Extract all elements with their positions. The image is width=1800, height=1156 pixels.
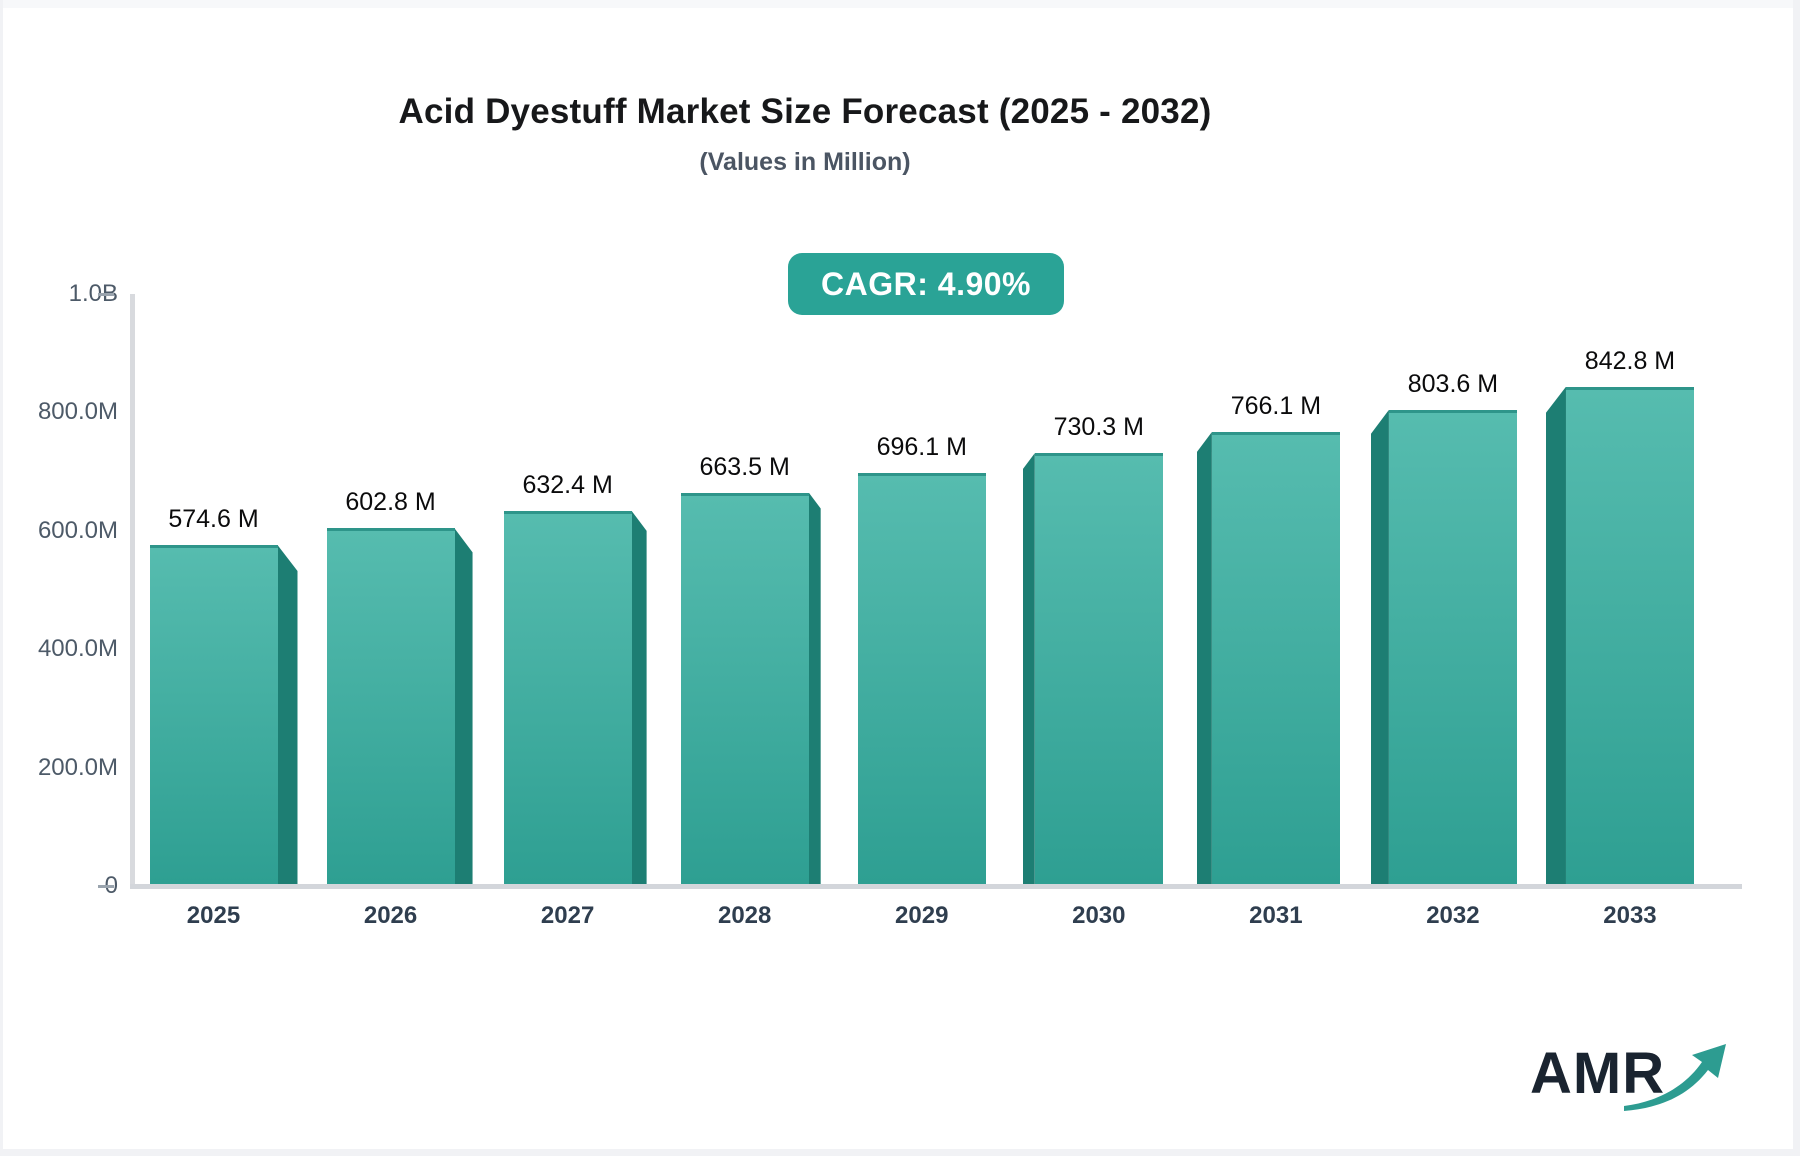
bar-2027 bbox=[503, 510, 632, 884]
bar-value-label: 663.5 M bbox=[699, 452, 790, 481]
growth-arrow-icon bbox=[1624, 1044, 1726, 1111]
amr-logo: AMR bbox=[1530, 1034, 1740, 1114]
page-border-bottom bbox=[0, 1149, 1800, 1156]
bar-value-label: 730.3 M bbox=[1053, 413, 1144, 442]
bar-side-face bbox=[808, 492, 821, 884]
bar-side-face bbox=[1370, 409, 1389, 884]
y-axis-line bbox=[130, 294, 135, 884]
bar-2031 bbox=[1211, 432, 1340, 884]
page-border-left bbox=[0, 0, 3, 1156]
bar-value-label: 696.1 M bbox=[876, 433, 967, 462]
bar-2026 bbox=[326, 528, 455, 884]
y-axis-tick-mark bbox=[98, 884, 114, 888]
x-axis-line bbox=[130, 884, 1742, 889]
bar-value-label: 842.8 M bbox=[1584, 346, 1676, 375]
bar-value-label: 803.6 M bbox=[1407, 369, 1499, 398]
x-axis-label-2030: 2030 bbox=[1072, 902, 1126, 929]
bar-side-face bbox=[631, 510, 647, 884]
bar-side-face bbox=[1545, 386, 1566, 884]
bar-side-face bbox=[1196, 432, 1212, 884]
x-axis-label-2033: 2033 bbox=[1603, 902, 1657, 929]
x-axis-label-2027: 2027 bbox=[540, 902, 595, 929]
bar-2032 bbox=[1388, 409, 1517, 884]
page-border-right bbox=[1793, 0, 1800, 1156]
chart-title: Acid Dyestuff Market Size Forecast (2025… bbox=[398, 92, 1212, 131]
y-axis-tick-label: 200.0M bbox=[37, 753, 118, 781]
bar-2033 bbox=[1565, 386, 1694, 884]
amr-logo-text: AMR bbox=[1530, 1041, 1666, 1106]
bar-side-face bbox=[277, 544, 298, 884]
x-axis-label-2032: 2032 bbox=[1426, 902, 1480, 929]
x-axis-label-2029: 2029 bbox=[895, 902, 949, 929]
y-axis-tick-label: 400.0M bbox=[37, 635, 118, 663]
bar-2030 bbox=[1034, 453, 1163, 884]
x-axis-label-2026: 2026 bbox=[363, 902, 418, 929]
y-axis-tick-label: 800.0M bbox=[37, 398, 118, 426]
x-axis-label-2025: 2025 bbox=[186, 902, 241, 929]
x-axis-label-2028: 2028 bbox=[717, 902, 772, 929]
y-axis-tick-label: 600.0M bbox=[37, 516, 118, 544]
bar-value-label: 632.4 M bbox=[522, 470, 613, 499]
chart-header: Acid Dyestuff Market Size Forecast (2025… bbox=[0, 92, 1610, 177]
cagr-badge: CAGR: 4.90% bbox=[788, 253, 1064, 315]
bar-2029 bbox=[857, 473, 986, 884]
chart-subtitle: (Values in Million) bbox=[699, 148, 911, 176]
bar-value-label: 574.6 M bbox=[168, 504, 259, 533]
bar-value-label: 602.8 M bbox=[345, 488, 436, 517]
bar-side-face bbox=[1022, 453, 1035, 884]
y-axis-tick-mark bbox=[98, 292, 114, 296]
x-axis-label-2031: 2031 bbox=[1249, 902, 1303, 929]
bar-2028 bbox=[680, 492, 809, 884]
bar-2025 bbox=[149, 544, 278, 884]
page-border-top bbox=[0, 0, 1800, 8]
bar-value-label: 766.1 M bbox=[1230, 392, 1322, 420]
bar-side-face bbox=[454, 528, 473, 884]
